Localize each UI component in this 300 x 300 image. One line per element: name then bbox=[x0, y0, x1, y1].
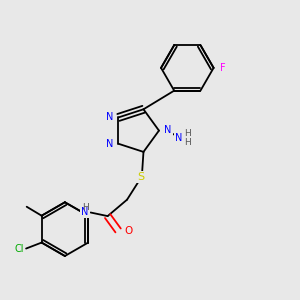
Text: F: F bbox=[220, 63, 226, 73]
Text: N: N bbox=[175, 133, 182, 143]
Text: S: S bbox=[137, 172, 144, 182]
Text: O: O bbox=[124, 226, 132, 236]
Text: N: N bbox=[164, 125, 172, 135]
Text: H: H bbox=[184, 129, 190, 138]
Text: H: H bbox=[82, 203, 89, 212]
Text: N: N bbox=[106, 112, 113, 122]
Text: N: N bbox=[81, 207, 88, 217]
Text: N: N bbox=[106, 140, 113, 149]
Text: Cl: Cl bbox=[14, 244, 24, 254]
Text: H: H bbox=[184, 138, 190, 147]
